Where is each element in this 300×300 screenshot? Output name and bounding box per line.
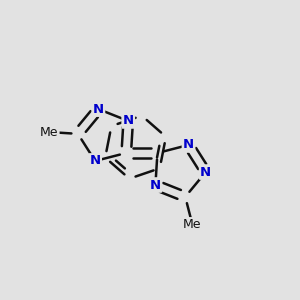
Text: Me: Me: [40, 125, 58, 139]
Text: N: N: [183, 139, 194, 152]
Text: N: N: [90, 154, 101, 167]
Text: N: N: [150, 178, 161, 191]
Text: N: N: [200, 166, 211, 178]
Text: N: N: [123, 114, 134, 128]
Text: N: N: [93, 103, 104, 116]
Text: Me: Me: [183, 218, 202, 231]
